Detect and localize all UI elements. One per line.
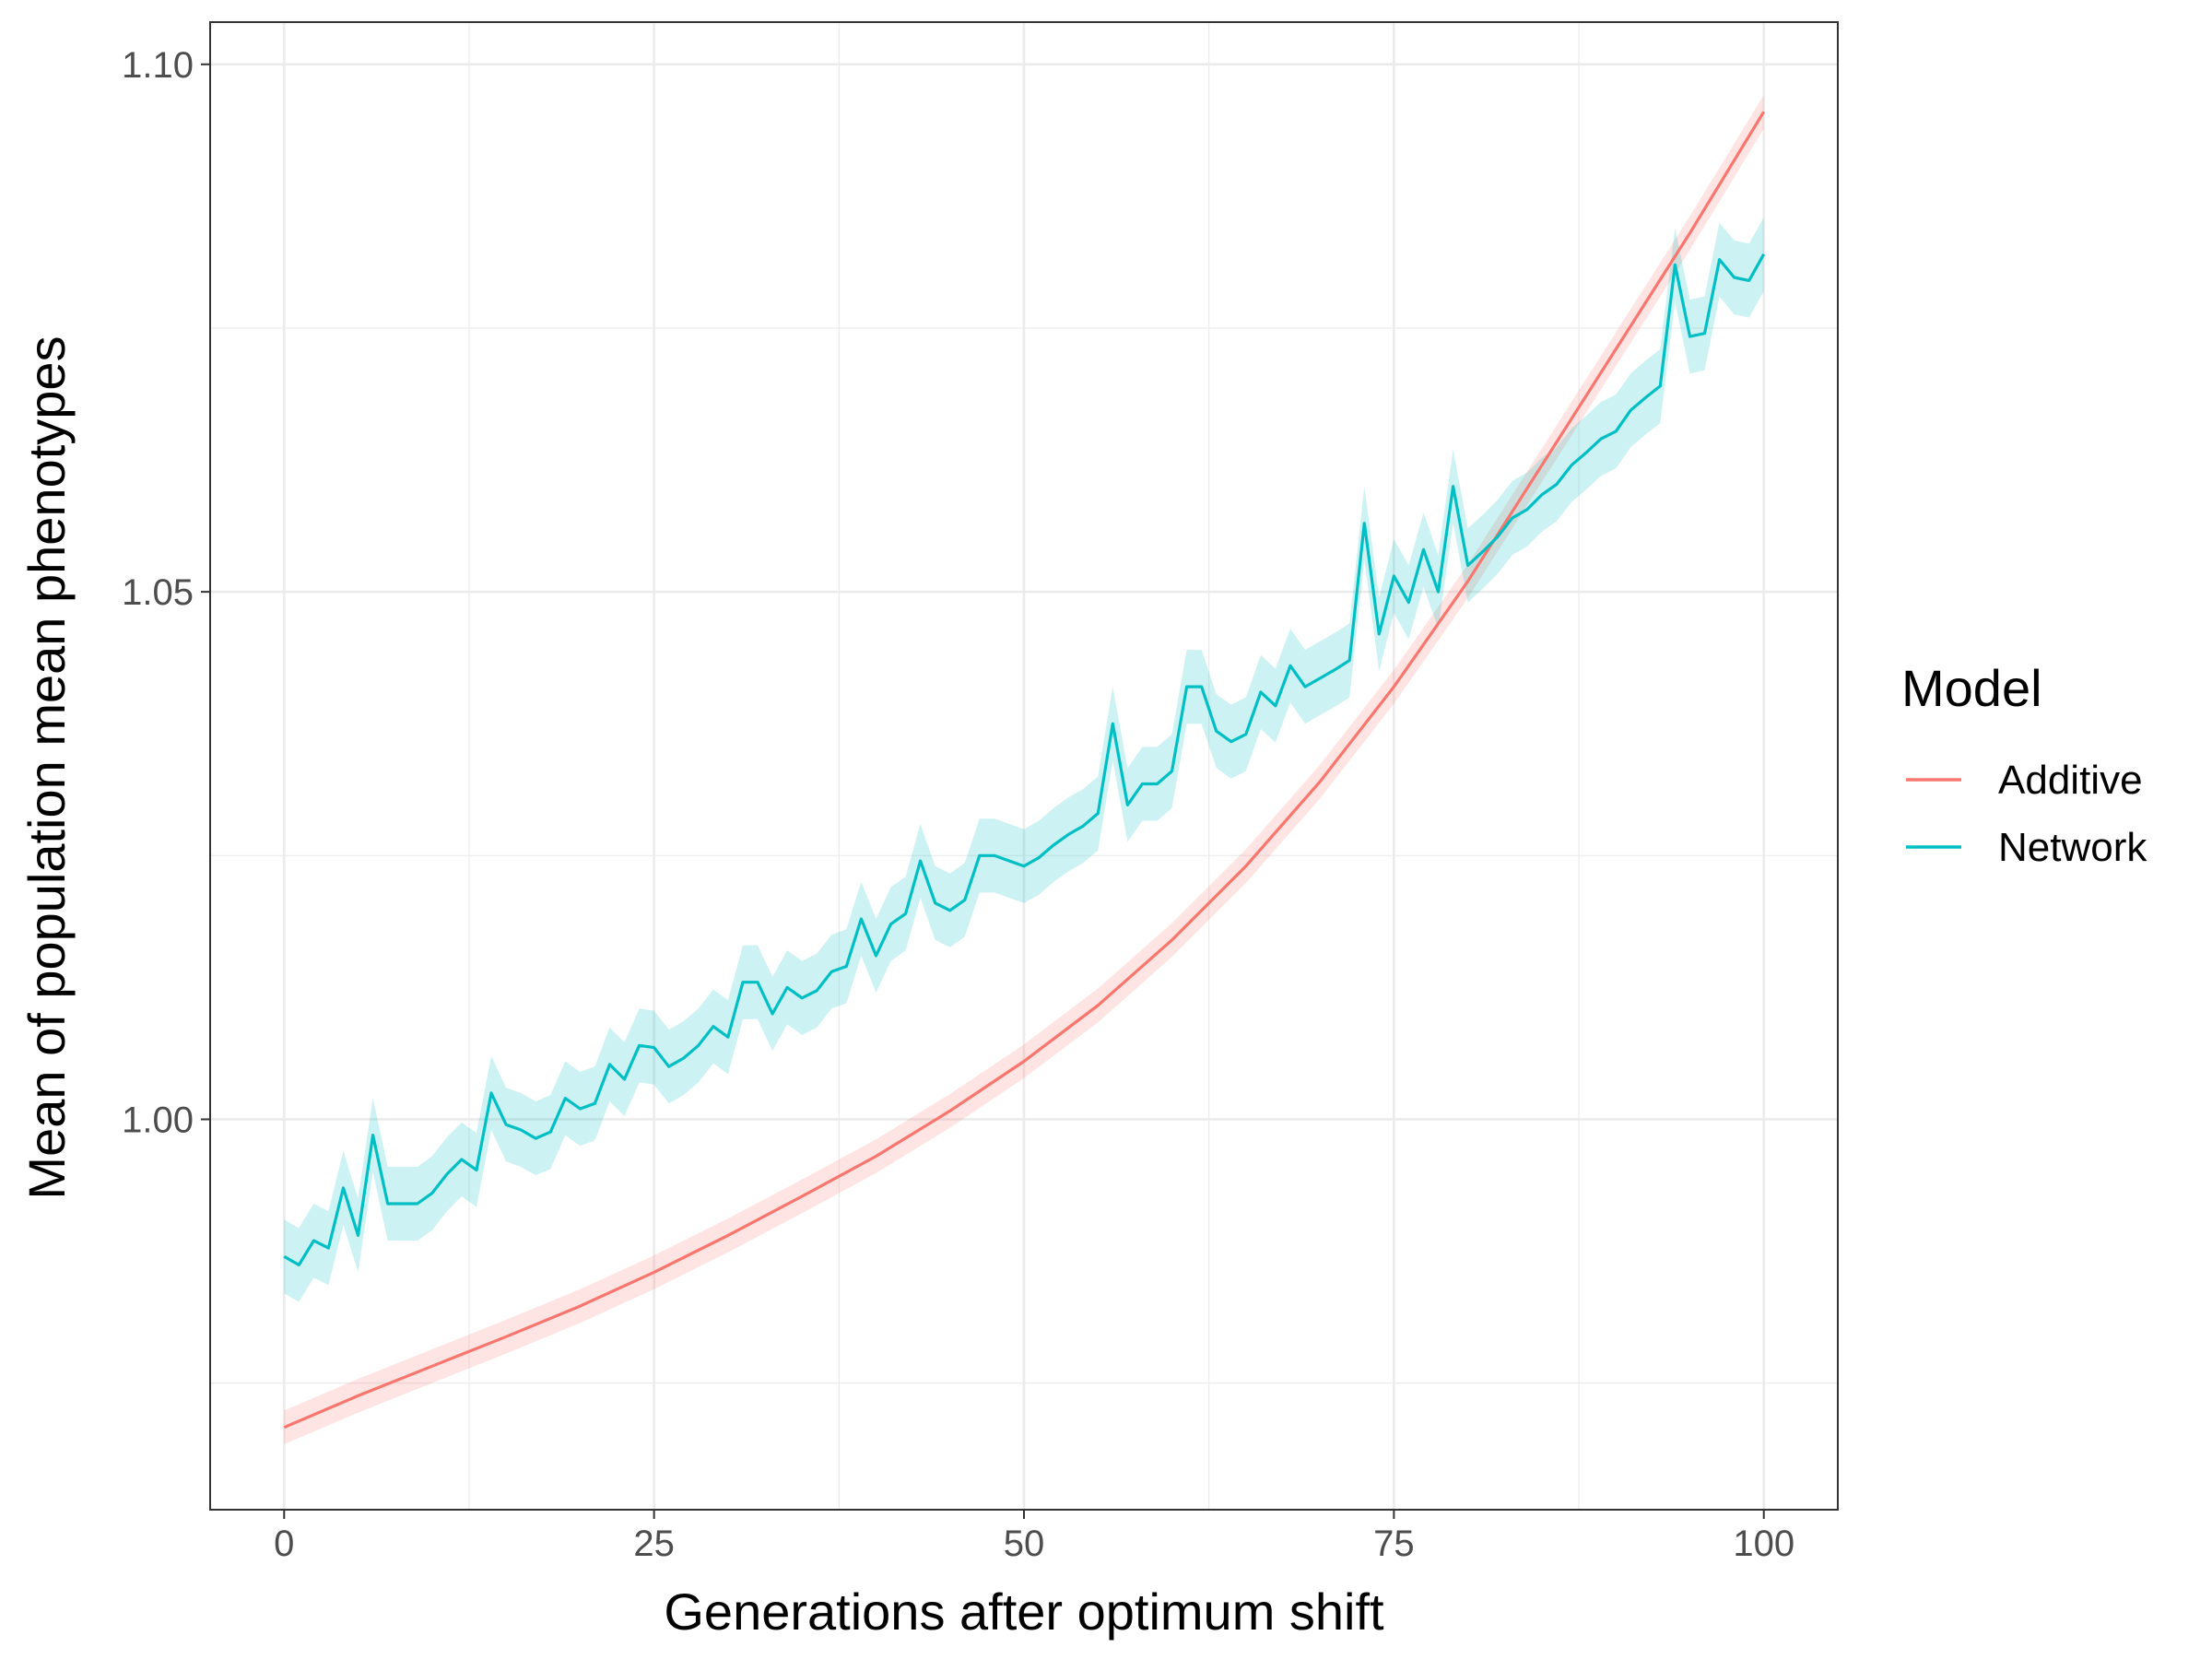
confidence-ribbons — [284, 95, 1764, 1444]
line-additive — [283, 111, 1766, 1430]
x-tick-label: 25 — [633, 1524, 675, 1564]
x-tick-label: 0 — [274, 1524, 294, 1564]
line-network — [283, 253, 1766, 1267]
legend-label-network: Network — [1998, 825, 2147, 870]
y-axis-ticks: 1.00 1.05 1.10 — [122, 45, 210, 1140]
x-tick-label: 75 — [1373, 1524, 1415, 1564]
legend-title: Model — [1901, 659, 2042, 717]
major-gridlines — [210, 22, 1838, 1510]
x-tick-label: 100 — [1733, 1524, 1794, 1564]
x-axis-ticks: 0 25 50 75 100 — [274, 1510, 1794, 1564]
x-tick-label: 50 — [1004, 1524, 1045, 1564]
x-axis-title: Generations after optimum shift — [664, 1583, 1384, 1641]
y-tick-label: 1.10 — [122, 45, 194, 86]
y-tick-label: 1.00 — [122, 1100, 194, 1140]
legend-label-additive: Additive — [1998, 758, 2143, 803]
series-lines — [283, 111, 1766, 1430]
y-axis-title: Mean of population mean phenotypes — [18, 335, 76, 1199]
ribbon-network — [284, 217, 1764, 1302]
y-tick-label: 1.05 — [122, 572, 194, 613]
legend: Model Additive Network — [1901, 659, 2147, 870]
